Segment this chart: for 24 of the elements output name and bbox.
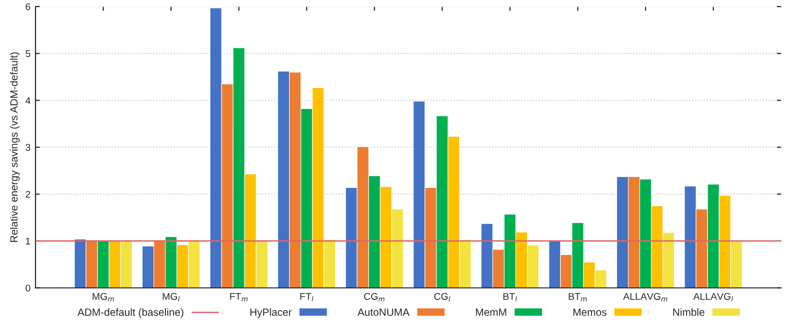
legend-label: Memos [573, 308, 606, 316]
x-tick-label: CG$_{m}$ [364, 292, 384, 302]
legend-label: ADM-default (baseline) [77, 308, 184, 318]
x-tick-label: FT$_{m}$ [230, 293, 248, 302]
x-tick-label: BT$_{m}$ [568, 293, 587, 302]
y-tick-label: 6 [26, 3, 30, 10]
y-axis-title: Relative energy savings (vs ADM-default) [10, 52, 20, 242]
y-tick-label: 2 [26, 190, 30, 198]
y-tick-label: 1 [26, 238, 30, 245]
x-tick-label: MG$_{l}$ [162, 292, 180, 302]
y-tick-label: 0 [26, 284, 30, 292]
x-tick-label: MG$_{m}$ [92, 292, 114, 302]
legend-label: AutoNUMA [357, 308, 410, 316]
x-tick-label: FT$_{l}$ [300, 293, 314, 302]
x-tick-label: ALLAVG$_{l}$ [693, 292, 734, 302]
legend-label: Nimble [673, 308, 704, 316]
legend-label: MemM [476, 308, 506, 316]
y-tick-label: 5 [26, 50, 30, 58]
x-tick-label: BT$_{l}$ [503, 293, 518, 302]
legend-label: HyPlacer [250, 308, 292, 318]
y-tick-label: 3 [26, 144, 30, 151]
y-tick-label: 4 [25, 97, 30, 104]
x-tick-label: CG$_{l}$ [434, 292, 450, 302]
x-tick-label: ALLAVG$_{m}$ [623, 292, 668, 302]
